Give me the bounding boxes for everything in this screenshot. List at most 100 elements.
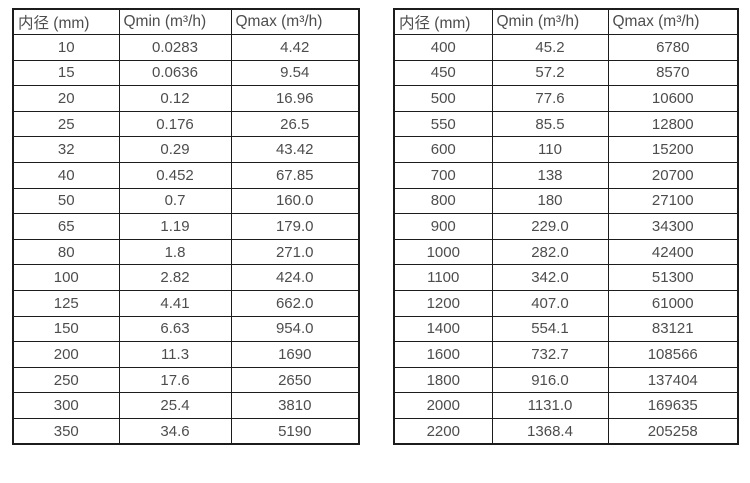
cell: 51300: [607, 264, 739, 292]
table-row: 1100 342.0 51300: [393, 264, 739, 292]
cell: 554.1: [491, 315, 609, 343]
cell: 1000: [393, 238, 493, 266]
cell: 0.176: [118, 110, 232, 138]
cell: 407.0: [491, 290, 609, 317]
cell: 9.54: [230, 59, 360, 87]
cell: 65: [12, 213, 120, 240]
cell: 45.2: [491, 34, 609, 61]
cell: 450: [393, 59, 493, 87]
cell: 550: [393, 110, 493, 138]
cell: 34.6: [118, 418, 232, 445]
spec-table-left: 内径 (mm) Qmin (m³/h) Qmax (m³/h) 10 0.0283 4.4…: [12, 8, 360, 446]
cell: 1368.4: [491, 418, 609, 445]
table-row: 65 1.19 179.0: [12, 213, 360, 240]
cell: 34300: [607, 213, 739, 240]
table-row: 700 138 20700: [393, 162, 739, 189]
cell: 32: [12, 136, 120, 164]
table-row: 400 45.2 6780: [393, 34, 739, 61]
cell: 10: [12, 34, 120, 61]
cell: 0.0636: [118, 59, 232, 87]
table-row: 500 77.6 10600: [393, 85, 739, 112]
cell: 57.2: [491, 59, 609, 87]
cell: 3810: [230, 392, 360, 419]
cell: 1.19: [118, 213, 232, 240]
cell: 42400: [607, 238, 739, 266]
column-header: Qmin (m³/h): [118, 8, 232, 36]
cell: 954.0: [230, 315, 360, 343]
spec-table-right: 内径 (mm) Qmin (m³/h) Qmax (m³/h) 400 45.2 6780…: [393, 8, 739, 446]
cell: 26.5: [230, 110, 360, 138]
cell: 100: [12, 264, 120, 292]
table-row: 1600 732.7 108566: [393, 341, 739, 368]
cell: 205258: [607, 418, 739, 445]
table-row: 1000 282.0 42400: [393, 238, 739, 266]
cell: 85.5: [491, 110, 609, 138]
column-header: Qmin (m³/h): [491, 8, 609, 36]
table-row: 350 34.6 5190: [12, 418, 360, 445]
cell: 1400: [393, 315, 493, 343]
cell: 229.0: [491, 213, 609, 240]
cell: 800: [393, 187, 493, 215]
cell: 1600: [393, 341, 493, 368]
table-row: 100 2.82 424.0: [12, 264, 360, 292]
cell: 600: [393, 136, 493, 164]
table-row: 1800 916.0 137404: [393, 366, 739, 394]
cell: 27100: [607, 187, 739, 215]
table-row: 800 180 27100: [393, 187, 739, 215]
cell: 282.0: [491, 238, 609, 266]
cell: 137404: [607, 366, 739, 394]
table-row: 550 85.5 12800: [393, 110, 739, 138]
cell: 80: [12, 238, 120, 266]
cell: 17.6: [118, 366, 232, 394]
cell: 900: [393, 213, 493, 240]
table-row: 300 25.4 3810: [12, 392, 360, 419]
cell: 160.0: [230, 187, 360, 215]
cell: 300: [12, 392, 120, 419]
table-row: 600 110 15200: [393, 136, 739, 164]
cell: 250: [12, 366, 120, 394]
cell: 1100: [393, 264, 493, 292]
table-row: 450 57.2 8570: [393, 59, 739, 87]
table-row: 25 0.176 26.5: [12, 110, 360, 138]
cell: 1200: [393, 290, 493, 317]
cell: 16.96: [230, 85, 360, 112]
table-row: 900 229.0 34300: [393, 213, 739, 240]
cell: 83121: [607, 315, 739, 343]
cell: 732.7: [491, 341, 609, 368]
table-row: 1400 554.1 83121: [393, 315, 739, 343]
cell: 2650: [230, 366, 360, 394]
cell: 10600: [607, 85, 739, 112]
cell: 0.7: [118, 187, 232, 215]
header-row: 内径 (mm) Qmin (m³/h) Qmax (m³/h): [12, 8, 360, 36]
table-row: 250 17.6 2650: [12, 366, 360, 394]
cell: 1690: [230, 341, 360, 368]
cell: 1.8: [118, 238, 232, 266]
cell: 12800: [607, 110, 739, 138]
cell: 350: [12, 418, 120, 445]
cell: 916.0: [491, 366, 609, 394]
cell: 0.12: [118, 85, 232, 112]
cell: 125: [12, 290, 120, 317]
cell: 67.85: [230, 162, 360, 189]
cell: 77.6: [491, 85, 609, 112]
cell: 0.0283: [118, 34, 232, 61]
table-row: 80 1.8 271.0: [12, 238, 360, 266]
cell: 43.42: [230, 136, 360, 164]
cell: 25: [12, 110, 120, 138]
cell: 180: [491, 187, 609, 215]
column-header: Qmax (m³/h): [230, 8, 360, 36]
cell: 169635: [607, 392, 739, 419]
table-row: 32 0.29 43.42: [12, 136, 360, 164]
cell: 25.4: [118, 392, 232, 419]
cell: 1800: [393, 366, 493, 394]
cell: 15200: [607, 136, 739, 164]
table-row: 50 0.7 160.0: [12, 187, 360, 215]
cell: 6.63: [118, 315, 232, 343]
cell: 50: [12, 187, 120, 215]
cell: 500: [393, 85, 493, 112]
cell: 150: [12, 315, 120, 343]
column-header: 内径 (mm): [12, 8, 120, 36]
cell: 11.3: [118, 341, 232, 368]
cell: 700: [393, 162, 493, 189]
table-row: 20 0.12 16.96: [12, 85, 360, 112]
